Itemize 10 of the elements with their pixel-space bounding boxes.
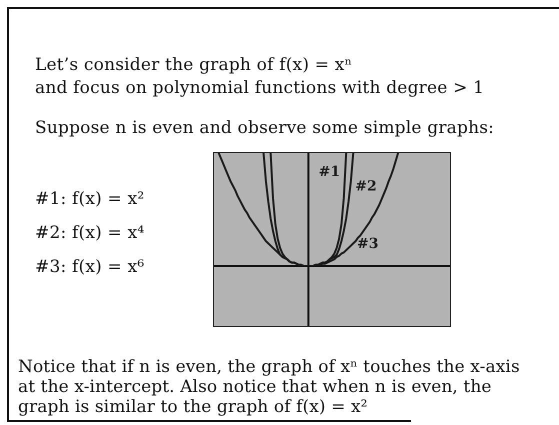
chart-title: Let’s consider the graph of f(x) = xⁿ xyxy=(35,55,352,75)
series-label: #3 xyxy=(357,236,379,252)
text: Notice that if n is even, the graph of xⁿ touches the x-axis at the x-intercept. Also notice that when n is even, the graph is similar to the graph of f(x) = x² xyxy=(18,357,521,417)
series-label: #1 xyxy=(318,164,340,180)
chart-subtitle: and focus on polynomial functions with degree > 1 xyxy=(35,78,484,98)
text: Suppose n is even and observe some simple graphs: xyxy=(35,118,494,138)
text: #1: f(x) = x² xyxy=(35,189,144,209)
text: #2: f(x) = x⁴ xyxy=(35,223,144,243)
series-label: #2 xyxy=(355,178,377,195)
text: #3: f(x) = x⁶ xyxy=(35,257,144,277)
